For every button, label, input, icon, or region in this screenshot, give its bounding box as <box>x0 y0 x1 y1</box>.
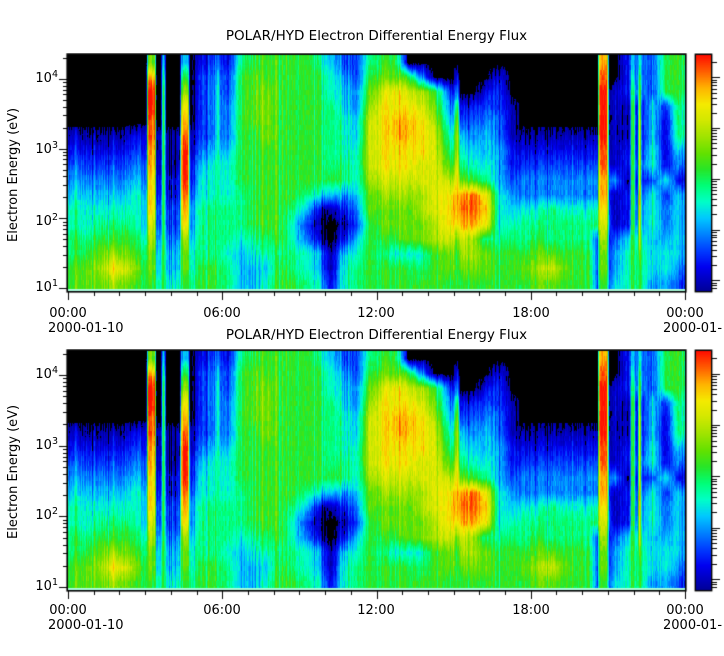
end-date-p1: 2000-01- <box>663 321 723 336</box>
start-date-p2: 2000-01-10 <box>48 618 124 633</box>
x-tick-1800-p2: 18:00 <box>512 603 550 618</box>
x-tick-0600-p2: 06:00 <box>203 603 241 618</box>
panel-1-title: POLAR/HYD Electron Differential Energy F… <box>225 28 528 44</box>
y-tick-1e4-p1: 104 <box>35 69 58 86</box>
x-tick-0000b-p1: 00:00 <box>666 306 704 321</box>
start-date-p1: 2000-01-10 <box>48 321 124 336</box>
x-tick-0000a-p1: 00:00 <box>49 306 87 321</box>
y-tick-1e4-p2: 104 <box>35 365 58 382</box>
y-tick-1e2-p2: 102 <box>35 506 58 523</box>
x-tick-1200-p2: 12:00 <box>357 603 395 618</box>
y-tick-1e3-p1: 103 <box>35 140 58 157</box>
y-axis-label-2: Electron Energy (eV) <box>6 404 21 540</box>
x-tick-0600-p1: 06:00 <box>203 306 241 321</box>
end-date-p2: 2000-01- <box>663 618 723 633</box>
y-axis-label-1: Electron Energy (eV) <box>6 107 21 243</box>
x-tick-1200-p1: 12:00 <box>357 306 395 321</box>
y-tick-1e2-p1: 102 <box>35 212 58 229</box>
x-tick-0000b-p2: 00:00 <box>666 603 704 618</box>
x-tick-0000a-p2: 00:00 <box>49 603 87 618</box>
spectrogram-canvas-2 <box>0 349 724 602</box>
y-tick-1e3-p2: 103 <box>35 436 58 453</box>
panel-2-title: POLAR/HYD Electron Differential Energy F… <box>225 327 528 343</box>
y-tick-1e1-p2: 101 <box>35 577 58 594</box>
spectrogram-canvas-1 <box>0 53 724 303</box>
y-tick-1e1-p1: 101 <box>35 278 58 295</box>
x-tick-1800-p1: 18:00 <box>512 306 550 321</box>
